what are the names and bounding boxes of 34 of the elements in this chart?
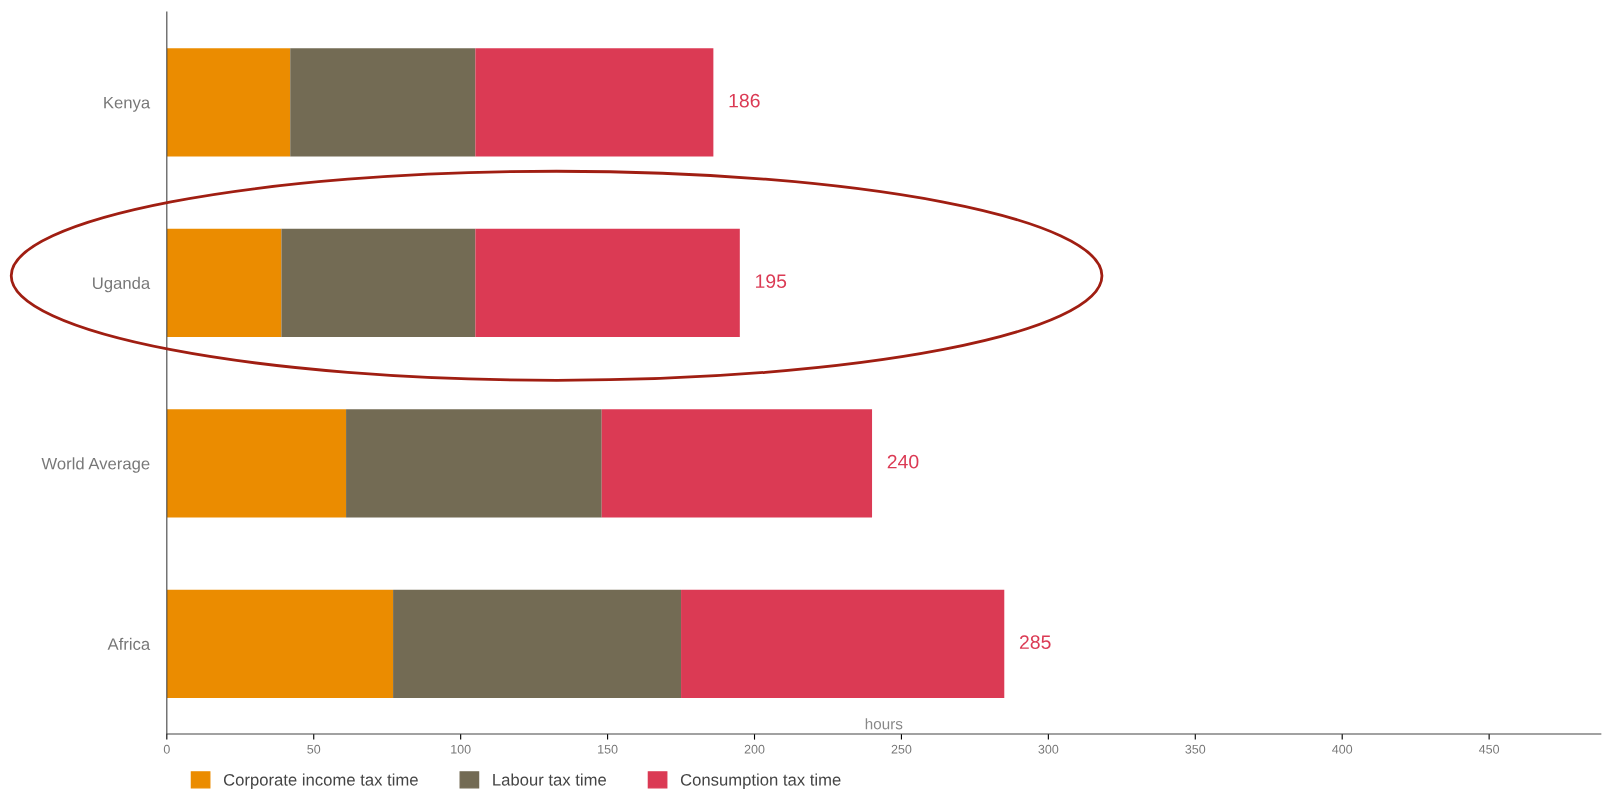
- bar: [166, 409, 347, 518]
- legend-label: Labour tax time: [493, 773, 607, 786]
- total-label: 195: [755, 274, 787, 289]
- bar: [166, 48, 291, 157]
- bar: [475, 48, 714, 157]
- y-tick-label: Uganda: [93, 276, 151, 293]
- x-tick-label: 0: [163, 744, 170, 754]
- total-label: 240: [887, 454, 919, 469]
- x-tick-label: 200: [744, 744, 765, 754]
- x-tick-label: 150: [598, 744, 618, 754]
- bar: [601, 409, 873, 518]
- bar: [346, 409, 602, 518]
- total-label: 285: [1019, 635, 1051, 650]
- bar: [281, 228, 476, 337]
- x-tick-label: 350: [1185, 744, 1206, 754]
- bar: [166, 228, 282, 337]
- y-tick-label: Africa: [107, 637, 151, 651]
- x-tick-label: 400: [1332, 744, 1353, 754]
- bar: [166, 589, 394, 698]
- x-tick-label: 450: [1478, 744, 1500, 754]
- y-tick-label: Kenya: [104, 96, 151, 112]
- legend-label: Consumption tax time: [680, 773, 841, 789]
- bar: [475, 228, 740, 337]
- total-label: 186: [729, 93, 760, 108]
- bar: [290, 48, 476, 157]
- x-tick-label: 100: [451, 744, 471, 754]
- x-tick-label: 300: [1038, 744, 1059, 754]
- x-tick-label: 50: [307, 744, 321, 754]
- bar: [393, 589, 682, 698]
- bar: [681, 589, 1005, 698]
- x-tick-label: 250: [891, 744, 912, 754]
- x-axis-title: hours: [865, 718, 903, 730]
- y-tick-label: World Average: [41, 457, 150, 473]
- legend-label: Corporate income tax time: [223, 773, 418, 789]
